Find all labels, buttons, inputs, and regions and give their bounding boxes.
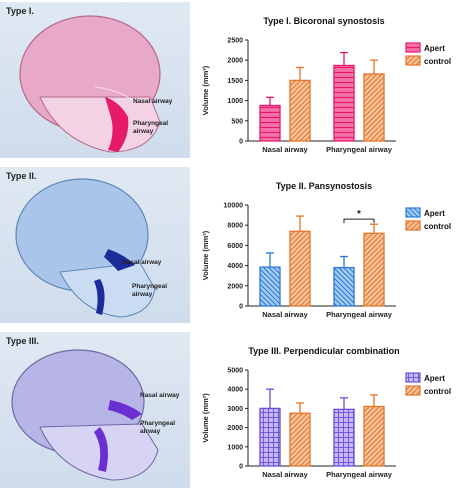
- bar-control-0: [289, 79, 311, 142]
- y-axis-label: Volume (mm³): [201, 393, 210, 443]
- figure-row-type-3: Type III. Nasal airway Pharyngeal airway…: [0, 330, 474, 488]
- bar-control-1: [363, 405, 385, 467]
- pharyngeal-label-line-1: Pharyngeal: [132, 283, 168, 290]
- chart-title: Type II. Pansynostosis: [276, 181, 372, 191]
- bar-apert-1: [333, 408, 355, 467]
- x-tick-label: Pharyngeal airway: [326, 470, 393, 479]
- y-tick-label: 2500: [227, 38, 243, 45]
- nasal-airway-label: Nasal airway: [122, 259, 162, 266]
- pharyngeal-label-line-1: Pharyngeal: [133, 120, 169, 127]
- legend-label-control: control: [424, 222, 451, 231]
- legend-label-apert: Apert: [424, 44, 445, 53]
- pharyngeal-label-line-2: airway: [133, 128, 154, 135]
- bar-control-1: [363, 73, 385, 142]
- legend-swatch-control: [405, 385, 421, 396]
- bar-chart-type-2: Type II. Pansynostosis 0 2000 4000 6000 8000 1…: [201, 181, 451, 319]
- legend-label-control: control: [424, 387, 451, 396]
- bar-apert-0: [259, 407, 281, 467]
- bar-apert-1: [333, 64, 355, 142]
- chart-title: Type I. Bicoronal synostosis: [263, 16, 384, 26]
- y-tick-label: 4000: [227, 387, 243, 394]
- legend-swatch-apert: [405, 42, 421, 53]
- chart-title: Type III. Perpendicular combination: [248, 346, 399, 356]
- y-tick-label: 1000: [227, 98, 243, 105]
- y-axis-label: Volume (mm³): [201, 65, 210, 115]
- legend-swatch-control: [405, 55, 421, 66]
- y-tick-label: 10000: [224, 203, 244, 210]
- legend-label-apert: Apert: [424, 374, 445, 383]
- bar-control-0: [289, 412, 311, 467]
- y-tick-label: 8000: [227, 223, 243, 230]
- y-tick-label: 5000: [227, 368, 243, 375]
- legend-swatch-apert: [405, 207, 421, 218]
- y-tick-label: 2000: [227, 283, 243, 290]
- significance-star: *: [357, 209, 361, 220]
- pharyngeal-airway-label: Pharyngeal airway: [140, 420, 175, 436]
- figure-row-type-2: Type II. Nasal airway Pharyngeal airway …: [0, 165, 474, 328]
- skull-image-type-2: Type II. Nasal airway Pharyngeal airway: [0, 167, 190, 323]
- bar-chart-type-3: Type III. Perpendicular combination 0 1000…: [201, 346, 451, 479]
- x-tick-label: Pharyngeal airway: [326, 310, 393, 319]
- bar-control-1: [363, 232, 385, 307]
- x-tick-label: Nasal airway: [262, 310, 308, 319]
- y-tick-label: 500: [231, 118, 243, 125]
- significance-bracket: [343, 218, 375, 224]
- pharyngeal-airway-label: Pharyngeal airway: [133, 120, 168, 136]
- legend-swatch-apert: [405, 372, 421, 383]
- x-tick-label: Nasal airway: [262, 470, 308, 479]
- y-tick-label: 2000: [227, 58, 243, 65]
- legend-swatch-control: [405, 220, 421, 231]
- bar-apert-1: [333, 266, 355, 307]
- y-axis-label: Volume (mm³): [201, 230, 210, 280]
- y-tick-label: 0: [239, 304, 243, 311]
- y-tick-label: 3000: [227, 406, 243, 413]
- pharyngeal-label-line-2: airway: [132, 291, 153, 298]
- pharyngeal-label-line-1: Pharyngeal: [140, 420, 176, 427]
- y-tick-label: 2000: [227, 425, 243, 432]
- pharyngeal-airway-label: Pharyngeal airway: [132, 283, 167, 299]
- bar-chart-type-1: Type I. Bicoronal synostosis 0 500 1000 1500…: [201, 16, 451, 154]
- legend-label-apert: Apert: [424, 209, 445, 218]
- nasal-airway-label: Nasal airway: [133, 98, 173, 105]
- skull-illustration-type-1: [19, 15, 161, 153]
- y-tick-label: 6000: [227, 243, 243, 250]
- bar-apert-0: [259, 104, 281, 142]
- y-tick-label: 0: [239, 139, 243, 146]
- x-tick-label: Pharyngeal airway: [326, 145, 393, 154]
- y-tick-label: 1000: [227, 444, 243, 451]
- pharyngeal-label-line-2: airway: [140, 428, 161, 435]
- y-tick-label: 1500: [227, 78, 243, 85]
- legend-label-control: control: [424, 57, 451, 66]
- bar-apert-0: [259, 266, 281, 307]
- bar-control-0: [289, 230, 311, 307]
- nasal-airway-label: Nasal airway: [140, 392, 180, 399]
- panel-label: Type II.: [6, 171, 37, 181]
- y-tick-label: 0: [239, 464, 243, 471]
- x-tick-label: Nasal airway: [262, 145, 308, 154]
- panel-label: Type I.: [6, 6, 34, 16]
- skull-illustration-type-2: [15, 178, 156, 318]
- y-tick-label: 4000: [227, 263, 243, 270]
- panel-label: Type III.: [6, 336, 39, 346]
- skull-illustration-type-3: [11, 349, 159, 481]
- skull-image-type-3: Type III. Nasal airway Pharyngeal airway: [0, 332, 190, 488]
- figure-row-type-1: Type I. Nasal airway Pharyngeal airway T…: [0, 0, 474, 163]
- skull-image-type-1: Type I. Nasal airway Pharyngeal airway: [0, 2, 190, 158]
